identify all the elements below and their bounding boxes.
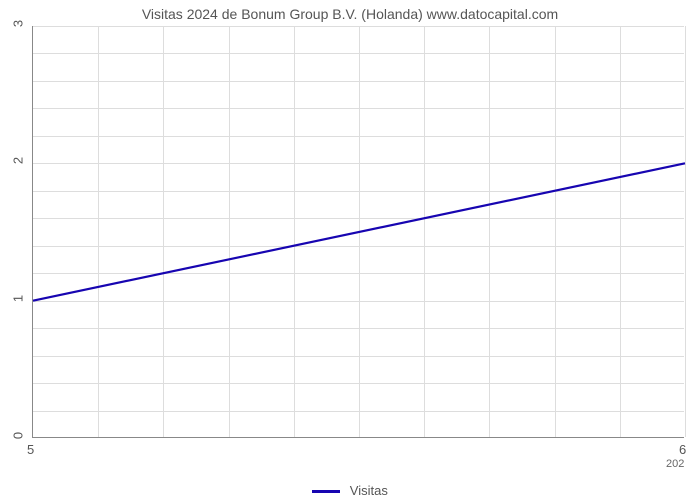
x-tick-label: 5: [27, 442, 34, 457]
y-tick-label: 3: [11, 14, 26, 34]
y-tick-label: 1: [11, 288, 26, 308]
x-tick-label: 6: [679, 442, 686, 457]
x-sublabel-right: 202: [666, 458, 684, 470]
plot-area: [32, 26, 684, 438]
chart-container: Visitas 2024 de Bonum Group B.V. (Holand…: [0, 0, 700, 500]
legend: Visitas: [0, 483, 700, 498]
line-series: [33, 26, 684, 437]
chart-title: Visitas 2024 de Bonum Group B.V. (Holand…: [0, 6, 700, 22]
y-tick-label: 0: [11, 426, 26, 446]
legend-swatch: [312, 490, 340, 493]
legend-label: Visitas: [350, 483, 388, 498]
y-tick-label: 2: [11, 151, 26, 171]
